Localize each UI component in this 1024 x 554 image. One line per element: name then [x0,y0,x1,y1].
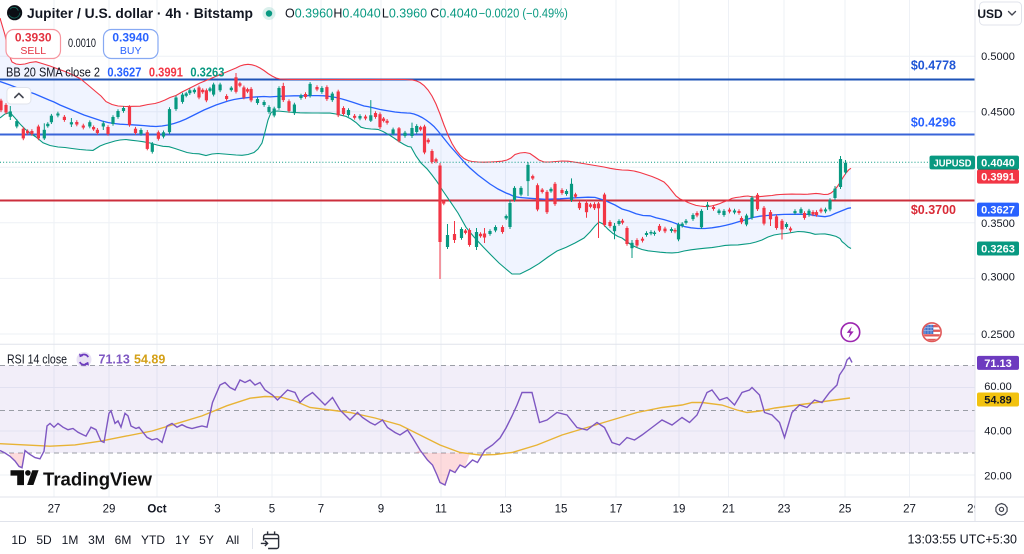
svg-text:SELL: SELL [20,45,46,57]
svg-text:$0.3700: $0.3700 [911,203,956,217]
svg-text:0.5000: 0.5000 [981,51,1015,63]
svg-text:9: 9 [378,504,384,516]
svg-text:20.00: 20.00 [984,470,1012,482]
svg-text:0.2500: 0.2500 [981,329,1015,341]
svg-text:54.89: 54.89 [984,395,1012,407]
svg-text:19: 19 [673,504,686,516]
svg-text:0.3500: 0.3500 [981,218,1015,230]
svg-text:$0.4296: $0.4296 [911,116,956,130]
svg-text:5Y: 5Y [199,533,214,547]
svg-text:1D: 1D [11,533,27,547]
svg-text:L0.3960: L0.3960 [382,7,427,21]
svg-text:5D: 5D [36,533,52,547]
svg-text:BUY: BUY [120,45,142,57]
svg-text:0.3263: 0.3263 [981,244,1015,256]
svg-text:0.3263: 0.3263 [190,66,224,80]
svg-text:40.00: 40.00 [984,426,1012,438]
svg-text:0.3930: 0.3930 [15,31,52,45]
svg-text:All: All [226,533,239,547]
svg-text:3: 3 [214,504,220,516]
svg-text:C0.4040: C0.4040 [430,7,477,21]
svg-text:6M: 6M [115,533,132,547]
svg-text:0.3940: 0.3940 [112,31,149,45]
svg-text:0.3627: 0.3627 [107,66,141,80]
svg-text:3M: 3M [88,533,105,547]
svg-text:23: 23 [778,504,791,516]
svg-text:1Y: 1Y [175,533,190,547]
svg-text:15: 15 [555,504,568,516]
svg-text:13: 13 [499,504,512,516]
svg-text:0.4040: 0.4040 [981,158,1015,170]
svg-text:0.3000: 0.3000 [981,272,1015,284]
svg-text:60.00: 60.00 [984,381,1012,393]
svg-text:25: 25 [839,504,852,516]
svg-text:27: 27 [903,504,916,516]
svg-text:Oct: Oct [147,504,166,516]
svg-text:13:03:55 UTC+5:30: 13:03:55 UTC+5:30 [908,533,1017,547]
svg-text:0.3991: 0.3991 [149,66,183,80]
svg-text:$0.4778: $0.4778 [911,59,956,73]
svg-text:0.0010: 0.0010 [68,38,96,50]
svg-text:5: 5 [269,504,275,516]
svg-text:0.3991: 0.3991 [981,172,1015,184]
svg-text:11: 11 [435,504,447,516]
svg-text:0.4500: 0.4500 [981,107,1015,119]
svg-text:29: 29 [103,504,116,516]
svg-text:H0.4040: H0.4040 [333,7,380,21]
svg-text:27: 27 [48,504,61,516]
svg-text:17: 17 [610,504,623,516]
svg-text:USD: USD [977,7,1003,21]
svg-text:YTD: YTD [141,533,165,547]
svg-text:54.89: 54.89 [134,353,165,367]
svg-text:Jupiter / U.S. dollar · 4h · B: Jupiter / U.S. dollar · 4h · Bitstamp [27,6,253,21]
svg-text:TradingView: TradingView [43,470,153,490]
svg-text:JUPUSD: JUPUSD [934,157,972,169]
svg-text:O0.3960: O0.3960 [285,7,333,21]
svg-text:0.3627: 0.3627 [981,205,1015,217]
svg-text:7: 7 [318,504,324,516]
svg-text:71.13: 71.13 [984,358,1012,370]
svg-text:BB 20 SMA close 2: BB 20 SMA close 2 [6,66,100,80]
svg-text:−0.0020 (−0.49%): −0.0020 (−0.49%) [479,7,568,21]
svg-text:21: 21 [722,504,735,516]
svg-text:71.13: 71.13 [99,353,130,367]
svg-text:RSI 14 close: RSI 14 close [7,353,67,367]
svg-text:1M: 1M [62,533,79,547]
